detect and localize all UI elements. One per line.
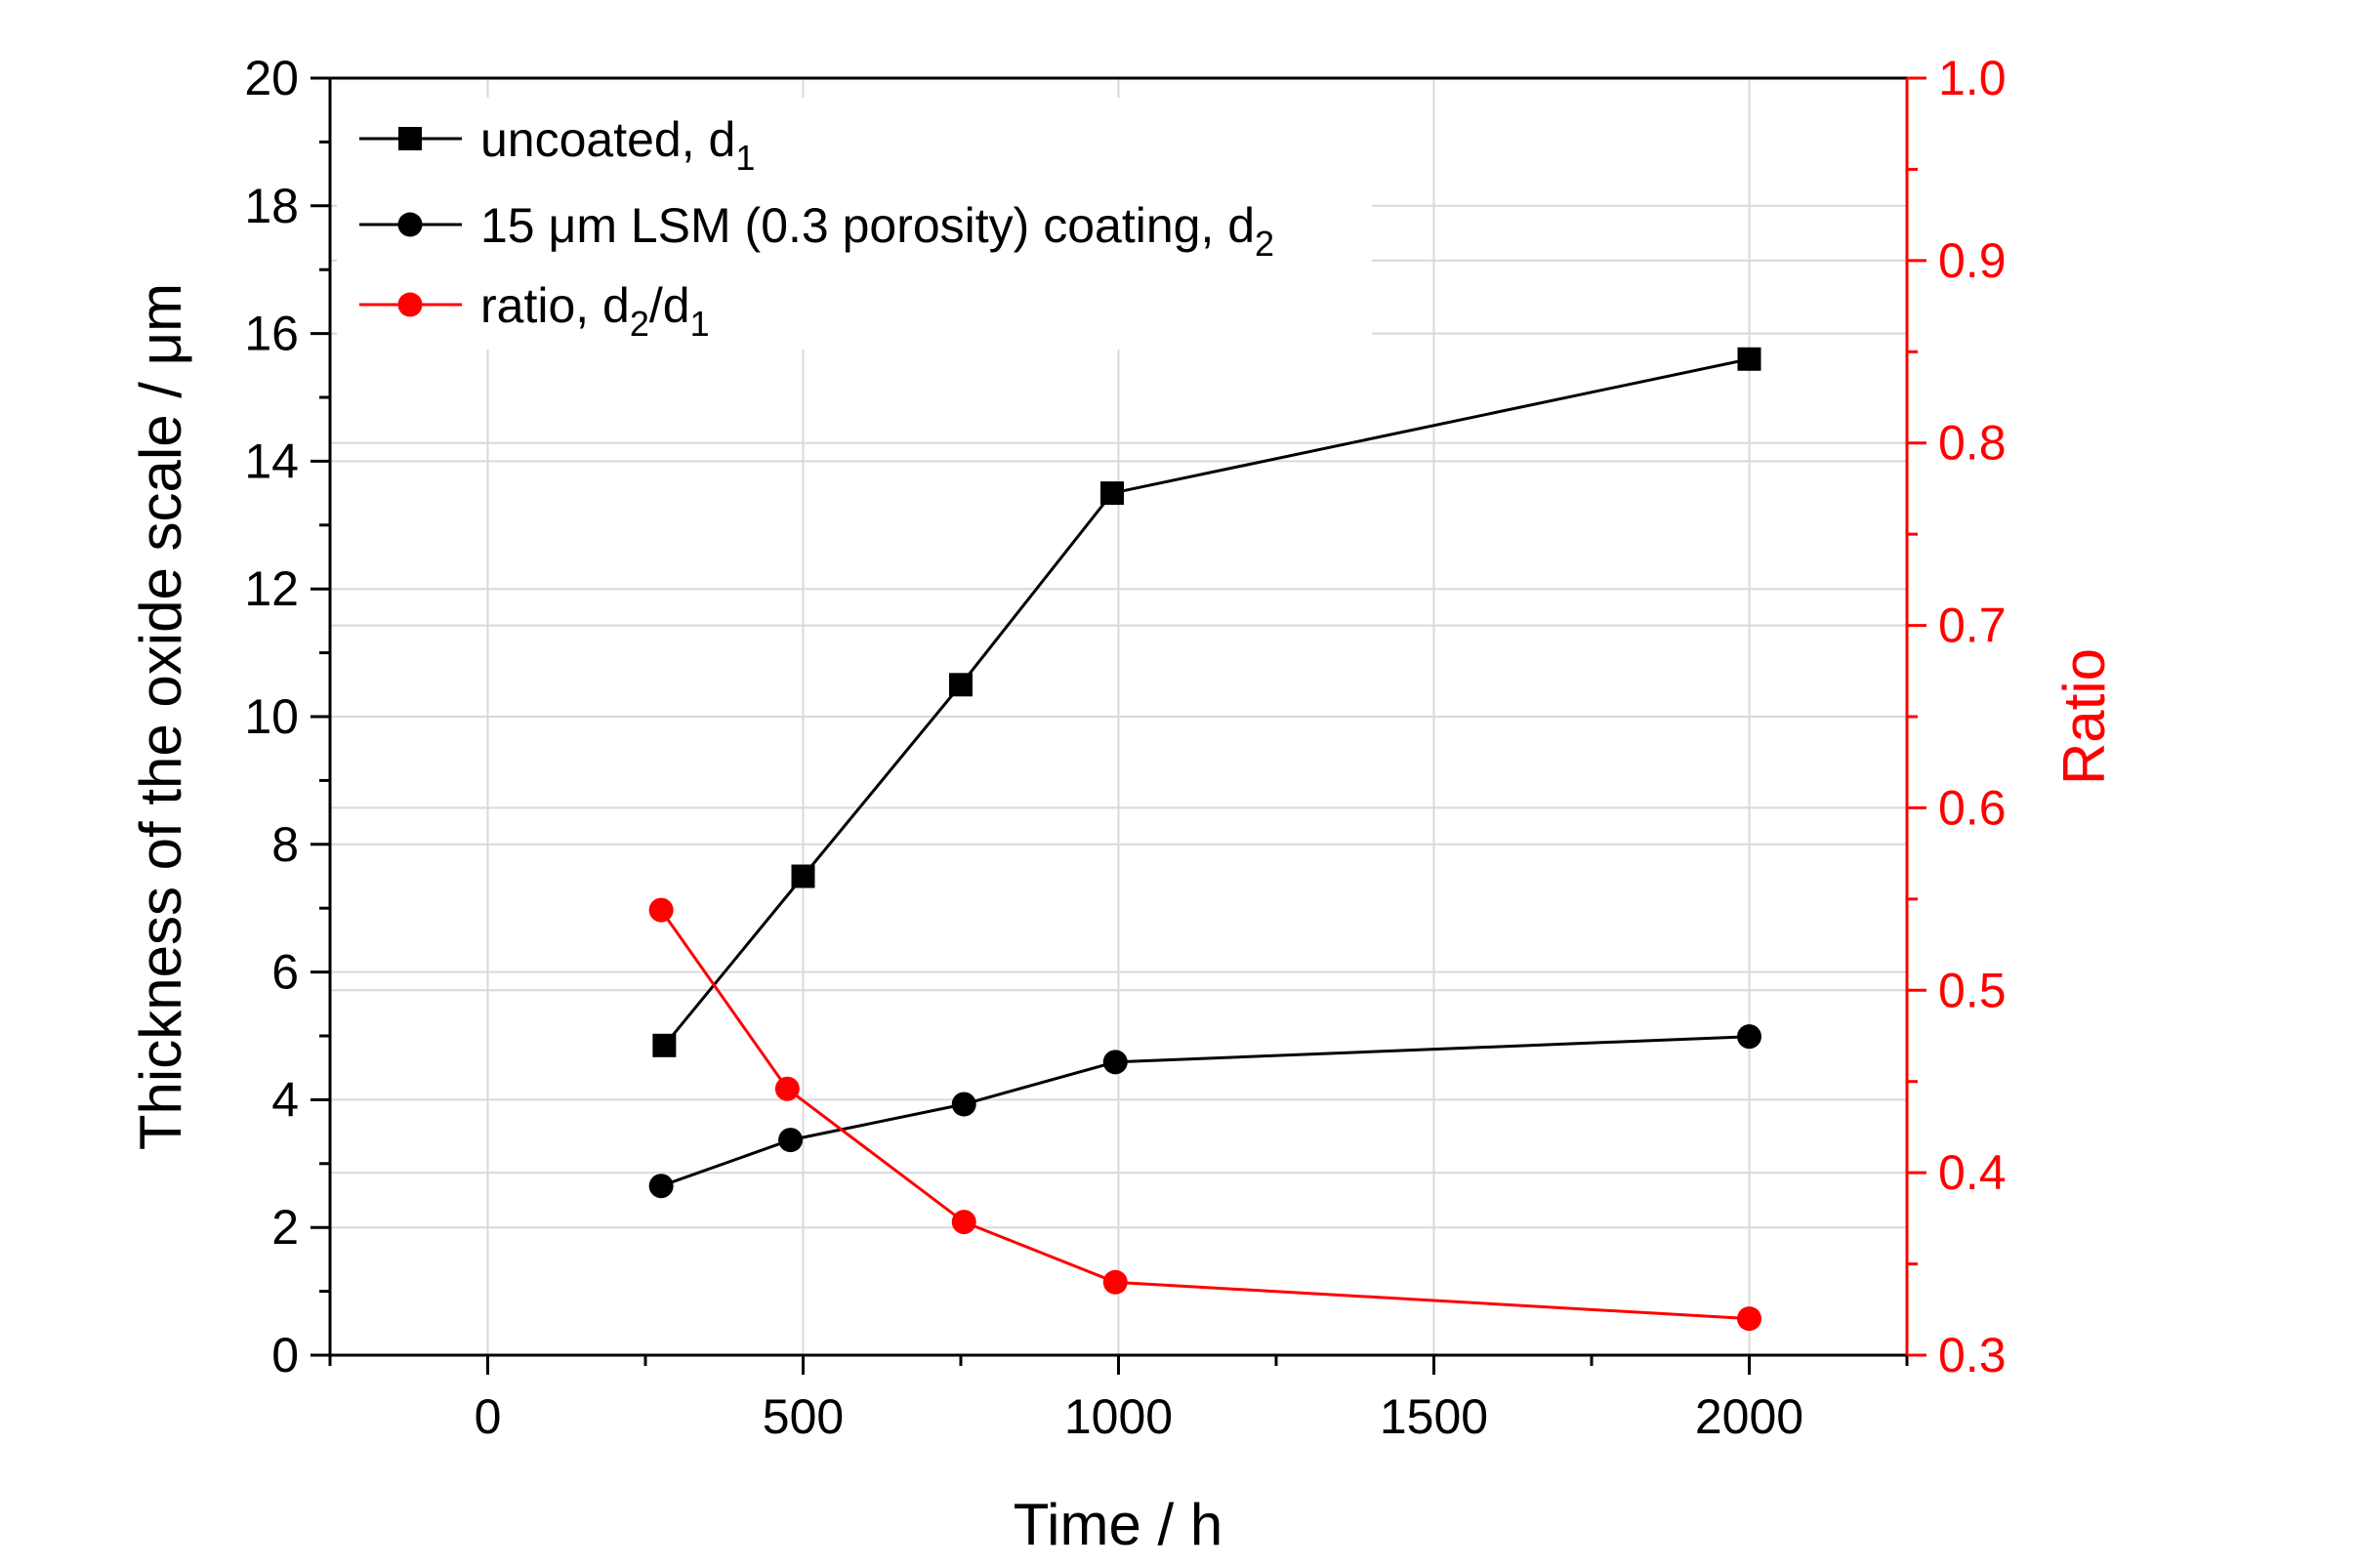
y-left-tick-label: 2 <box>271 1200 299 1255</box>
y-right-tick-label: 0.9 <box>1938 233 2007 288</box>
data-point <box>1102 1269 1128 1295</box>
y-right-tick-label: 0.6 <box>1938 780 2007 835</box>
x-tick-label: 2000 <box>1695 1389 1803 1444</box>
data-point <box>1737 1024 1761 1050</box>
data-point <box>1737 1306 1761 1332</box>
y-left-tick-label: 10 <box>244 689 299 744</box>
series-3 <box>648 897 1761 1332</box>
legend-label: 15 μm LSM (0.3 porosity) coating, d2 <box>480 198 1274 264</box>
data-point <box>1102 1050 1128 1075</box>
legend-label: uncoated, d1 <box>480 112 755 178</box>
y-left-axis-title: Thickness of the oxide scale / μm <box>128 283 193 1150</box>
series-1 <box>652 347 1761 1057</box>
x-tick-label: 0 <box>475 1389 502 1444</box>
x-axis-title: Time / h <box>1014 1492 1222 1557</box>
legend-subscript: 2 <box>630 304 649 344</box>
data-point <box>951 1092 976 1117</box>
y-left-tick-label: 8 <box>271 817 299 872</box>
data-point <box>648 897 674 923</box>
legend-entry-1: uncoated, d1 <box>359 112 755 178</box>
legend-marker <box>397 292 423 317</box>
y-right-tick-label: 0.8 <box>1938 416 2007 471</box>
y-right-tick-label: 1.0 <box>1938 51 2007 105</box>
data-point <box>951 1210 976 1235</box>
x-tick-label: 1000 <box>1064 1389 1173 1444</box>
series-2 <box>648 1024 1761 1199</box>
x-tick-label: 1500 <box>1380 1389 1488 1444</box>
legend-subscript: 2 <box>1255 224 1274 264</box>
legend-background <box>337 98 1372 350</box>
y-right-tick-label: 0.4 <box>1938 1145 2007 1200</box>
legend-text-mid: /d <box>649 278 690 333</box>
axes: 0 500 1000 1500 2000024681012141618200.30.40… <box>244 51 2006 1444</box>
data-point <box>774 1076 800 1101</box>
y-left-tick-label: 14 <box>244 433 299 488</box>
y-right-axis-title: Ratio <box>2051 648 2117 785</box>
legend-label: ratio, d2/d1 <box>480 278 710 344</box>
data-point <box>652 1033 677 1057</box>
y-left-tick-label: 20 <box>244 51 299 105</box>
y-left-tick-label: 0 <box>271 1328 299 1382</box>
y-left-tick-label: 12 <box>244 561 299 616</box>
y-right-tick-label: 0.3 <box>1938 1328 2007 1382</box>
y-right-tick-label: 0.5 <box>1938 963 2007 1017</box>
data-point <box>778 1128 804 1153</box>
legend-marker <box>397 212 423 237</box>
y-right-tick-label: 0.7 <box>1938 598 2007 653</box>
data-point <box>1737 347 1761 371</box>
series-layer <box>648 347 1761 1332</box>
data-point <box>648 1174 674 1199</box>
y-left-tick-label: 18 <box>244 179 299 233</box>
x-tick-label: 500 <box>763 1389 844 1444</box>
series-line <box>660 1035 1750 1188</box>
legend-text: 15 μm LSM (0.3 porosity) coating, d <box>480 198 1255 253</box>
y-left-tick-label: 6 <box>271 945 299 1000</box>
legend-entry-3: ratio, d2/d1 <box>359 278 710 344</box>
legend-entry-2: 15 μm LSM (0.3 porosity) coating, d2 <box>359 198 1274 264</box>
legend-marker <box>398 127 422 150</box>
data-point <box>949 673 973 697</box>
legend-text: uncoated, d <box>480 112 735 167</box>
legend-subscript-2: 1 <box>690 304 710 344</box>
y-left-tick-label: 4 <box>271 1072 299 1127</box>
legend-text: ratio, d <box>480 278 630 333</box>
data-point <box>1100 481 1125 506</box>
y-left-tick-label: 16 <box>244 307 299 361</box>
data-point <box>791 864 815 888</box>
legend-subscript: 1 <box>735 138 755 178</box>
